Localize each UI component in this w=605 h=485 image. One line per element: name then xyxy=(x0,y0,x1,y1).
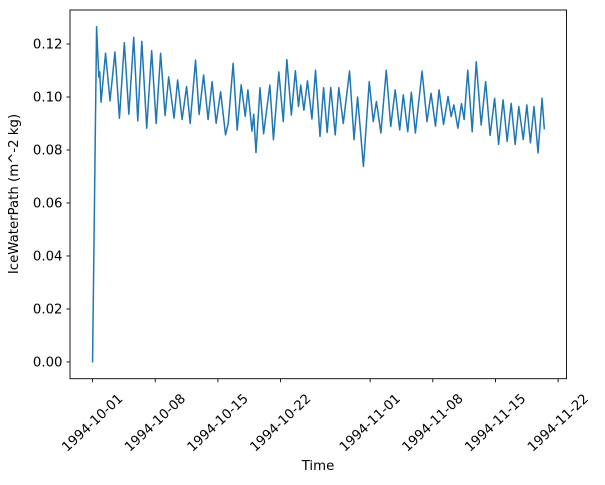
x-axis-label: Time xyxy=(301,459,335,474)
x-tick-labels: 1994-10-011994-10-081994-10-151994-10-22… xyxy=(60,392,592,456)
x-tick-label: 1994-11-22 xyxy=(525,392,592,456)
y-tick-label: 0.00 xyxy=(33,355,63,370)
x-tick-label: 1994-11-08 xyxy=(400,392,467,456)
tick-marks xyxy=(66,43,559,383)
plot-area xyxy=(70,10,567,379)
y-tick-label: 0.02 xyxy=(33,302,63,317)
y-tick-labels: 0.00 0.02 0.04 0.06 0.08 0.10 0.12 xyxy=(33,37,63,370)
data-line-series xyxy=(91,26,546,363)
x-tick-label: 1994-11-01 xyxy=(337,392,404,456)
y-tick-label: 0.08 xyxy=(33,143,63,158)
x-tick-label: 1994-10-22 xyxy=(248,392,315,456)
x-tick-label: 1994-10-01 xyxy=(60,392,127,456)
y-tick-label: 0.12 xyxy=(33,37,63,52)
y-tick-label: 0.10 xyxy=(33,90,63,105)
x-tick-label: 1994-10-08 xyxy=(122,392,189,456)
x-tick-label: 1994-11-15 xyxy=(462,392,529,456)
y-tick-label: 0.06 xyxy=(33,196,63,211)
plot-border xyxy=(69,9,567,380)
y-tick-label: 0.04 xyxy=(33,249,63,264)
y-axis-label: IceWaterPath (m^-2 kg) xyxy=(7,114,22,274)
x-tick-label: 1994-10-15 xyxy=(185,392,252,456)
